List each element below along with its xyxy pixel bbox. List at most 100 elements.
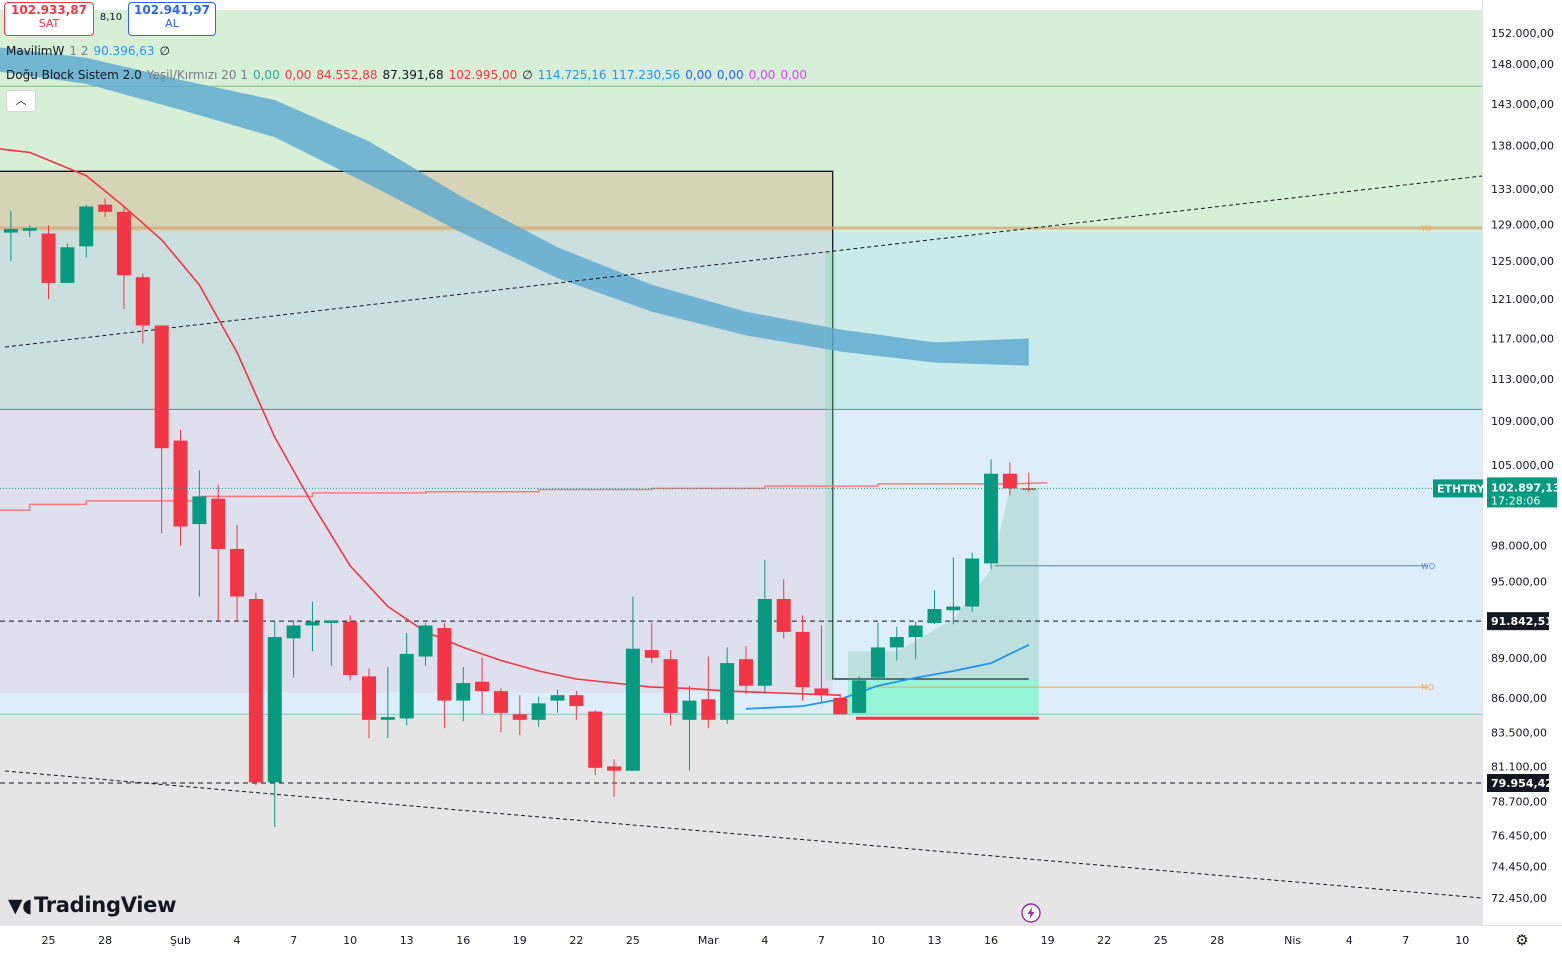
time-tick-label: 25	[626, 934, 640, 947]
price-tick-label: 129.000,00	[1491, 218, 1554, 231]
buy-label: AL	[165, 17, 179, 30]
price-line-label: 79.954,42	[1491, 777, 1553, 790]
time-tick-label: 19	[1041, 934, 1055, 947]
time-tick-label: 4	[761, 934, 768, 947]
zone-band	[0, 714, 1482, 925]
countdown-label: 17:28:06	[1491, 494, 1540, 507]
time-tick-label: 16	[984, 934, 998, 947]
candle-body	[965, 558, 980, 607]
candle-body	[286, 625, 301, 639]
position-target-fill	[847, 488, 1039, 681]
candle-body	[757, 599, 772, 686]
lower-trend-line	[4, 770, 1483, 899]
level-label: WO	[1421, 562, 1435, 571]
indicator-value: 102.995,00	[448, 68, 518, 82]
price-tick-label: 125.000,00	[1491, 255, 1554, 268]
collapse-legend-button[interactable]: ︿	[6, 90, 36, 112]
candle-body	[682, 700, 697, 720]
indicator-value: 0,00	[284, 68, 312, 82]
tradingview-logo-text: TradingView	[34, 893, 177, 917]
buy-button[interactable]: 102.941,97 AL	[128, 2, 216, 36]
indicator-legend-dogu-block[interactable]: Doğu Block Sistem 2.0 Yeşil/Kırmızı 20 1 0…	[6, 68, 817, 82]
candle-body	[569, 695, 584, 707]
time-tick-label: 7	[818, 934, 825, 947]
time-tick-label: 10	[871, 934, 885, 947]
symbol-tag-bg	[1433, 479, 1483, 498]
price-tick-label: 148.000,00	[1491, 58, 1554, 71]
price-tick-label: 121.000,00	[1491, 293, 1554, 306]
candle-body	[852, 680, 867, 713]
candle-body	[908, 625, 923, 638]
candle-body	[1021, 488, 1036, 490]
candle-body	[720, 663, 735, 720]
candle-body	[267, 637, 282, 783]
price-tick-label: 81.100,00	[1491, 760, 1547, 773]
time-tick-label: Şub	[170, 934, 191, 947]
candle-body	[79, 206, 94, 247]
price-tick-label: 105.000,00	[1491, 459, 1554, 472]
stepped-ma-line	[0, 481, 1048, 511]
level-label: YO	[1420, 224, 1432, 233]
price-tick-label: 109.000,00	[1491, 415, 1554, 428]
candle-body	[644, 650, 659, 658]
sell-button[interactable]: 102.933,87 SAT	[4, 2, 94, 36]
tradingview-logo-icon: ▼◖	[8, 895, 33, 917]
price-axis	[1482, 0, 1562, 925]
indicator-params: 1 2	[69, 44, 89, 58]
candle-body	[1002, 473, 1017, 489]
candle-body	[456, 683, 471, 701]
level-label: MO	[1421, 683, 1434, 692]
candle-body	[98, 204, 113, 212]
price-tick-label: 89.000,00	[1491, 652, 1547, 665]
price-tick-label: 133.000,00	[1491, 183, 1554, 196]
sell-label: SAT	[38, 17, 60, 30]
price-line-label-bg	[1487, 612, 1549, 631]
price-tick-label: 83.500,00	[1491, 726, 1547, 739]
indicator-value: ∅	[522, 68, 533, 82]
range-box-fill	[0, 171, 833, 693]
sell-price: 102.933,87	[11, 3, 87, 17]
time-tick-label: 13	[928, 934, 942, 947]
blue-ma-line	[745, 643, 1030, 710]
time-tick-label: Nis	[1284, 934, 1301, 947]
price-line-label-bg	[1487, 774, 1549, 793]
time-tick-label: 22	[569, 934, 583, 947]
candle-body	[248, 599, 263, 783]
time-tick-label: 19	[513, 934, 527, 947]
indicator-value: 0,00	[780, 68, 808, 82]
indicator-values: 0,00 0,00 84.552,88 87.391,68 102.995,00 ∅ 114…	[253, 68, 812, 82]
flash-icon[interactable]	[1021, 903, 1041, 923]
candle-body	[625, 648, 640, 771]
candle-body	[3, 228, 18, 233]
price-tick-label: 117.000,00	[1491, 332, 1554, 345]
indicator-value: 0,00	[748, 68, 776, 82]
candle-body	[512, 714, 527, 720]
time-tick-label: 13	[400, 934, 414, 947]
candle-body	[362, 676, 376, 720]
buy-price: 102.941,97	[134, 3, 210, 17]
price-line-label: 91.842,51	[1491, 615, 1553, 628]
indicator-marker: ∅	[159, 44, 170, 58]
time-tick-label: 25	[1154, 934, 1168, 947]
candle-body	[154, 325, 169, 449]
candle-body	[211, 498, 226, 549]
indicator-name: Doğu Block Sistem 2.0	[6, 68, 142, 82]
candle-body	[230, 548, 245, 597]
time-tick-label: 28	[98, 934, 112, 947]
candle-body	[60, 247, 75, 283]
candle-body	[984, 473, 999, 564]
candle-body	[22, 228, 37, 231]
time-axis	[0, 925, 1562, 961]
tradingview-logo: ▼◖TradingView	[8, 893, 177, 917]
candle-body	[41, 233, 56, 283]
candle-body	[399, 653, 414, 719]
price-tick-label: 113.000,00	[1491, 373, 1554, 386]
indicator-value: 0,00	[252, 68, 280, 82]
candle-body	[795, 631, 810, 688]
candle-body	[493, 691, 508, 713]
indicator-legend-mavilimw[interactable]: MavilimW 1 2 90.396,63 ∅	[6, 44, 175, 58]
price-tick-label: 76.450,00	[1491, 829, 1547, 842]
gear-icon[interactable]: ⚙	[1515, 931, 1529, 949]
